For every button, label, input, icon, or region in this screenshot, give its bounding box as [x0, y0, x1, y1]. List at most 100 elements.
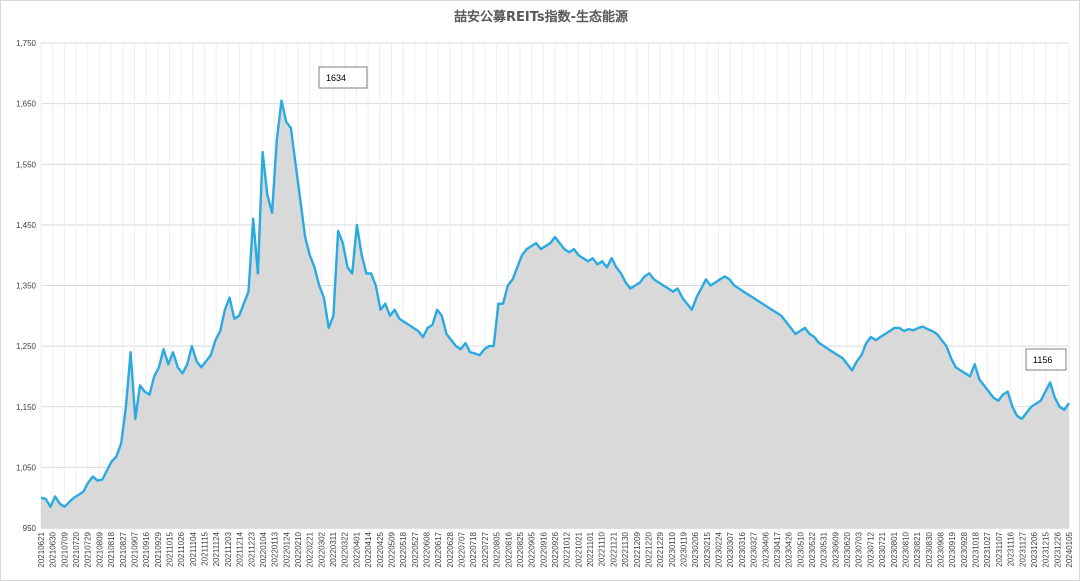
x-tick-label: 20231215 [1042, 531, 1051, 567]
x-tick-label: 20210907 [130, 531, 139, 567]
line-layer [40, 99, 1070, 508]
x-tick-label: 20230206 [691, 531, 700, 567]
x-tick-label: 20220707 [458, 531, 467, 567]
x-tick-label: 20211115 [201, 531, 210, 565]
x-tick-label: 20220628 [446, 531, 455, 567]
x-tick-label: 20230510 [796, 531, 805, 567]
x-tick-label: 20220905 [528, 531, 537, 567]
x-tick-label: 20230316 [738, 531, 747, 567]
y-tick-label: 1,750 [16, 39, 37, 48]
x-tick-label: 20210916 [142, 531, 151, 567]
x-tick-label: 20210709 [60, 531, 69, 567]
x-tick-label: 20221012 [563, 531, 572, 567]
x-tick-label: 20220805 [493, 531, 502, 567]
x-tick-label: 20231206 [1030, 531, 1039, 567]
x-tick-label: 20211223 [247, 531, 256, 567]
x-tick-label: 20231116 [1007, 531, 1016, 566]
x-tick-label: 20220210 [294, 531, 303, 567]
x-tick-label: 20230522 [808, 531, 817, 567]
x-tick-label: 20230110 [668, 531, 677, 567]
x-axis-ticks: 20210621 20210630 20210709 20210720 20210729… [37, 531, 1074, 567]
x-tick-label: 20211104 [189, 531, 198, 566]
area-layer [41, 100, 1069, 528]
x-tick-label: 20210809 [95, 531, 104, 567]
x-tick-label: 20220518 [399, 531, 408, 567]
x-tick-label: 20230620 [843, 531, 852, 567]
x-tick-label: 20231018 [972, 531, 981, 567]
x-tick-label: 20220425 [376, 531, 385, 567]
x-tick-label: 20230531 [820, 531, 829, 567]
x-tick-label: 20220825 [516, 531, 525, 567]
x-tick-label: 20220104 [259, 531, 268, 567]
y-tick-label: 1,150 [16, 403, 37, 412]
x-tick-label: 20211124 [212, 531, 221, 566]
x-tick-label: 20211015 [166, 531, 175, 567]
annotation-label: 1634 [326, 73, 346, 83]
x-tick-label: 20220916 [539, 531, 548, 567]
x-tick-label: 20230327 [750, 531, 759, 567]
x-tick-label: 20210827 [119, 531, 128, 567]
x-tick-label: 20230119 [680, 531, 689, 567]
x-tick-label: 20221101 [586, 531, 595, 567]
x-tick-label: 20210621 [37, 531, 46, 567]
x-tick-label: 20230928 [960, 531, 969, 567]
x-tick-label: 20221220 [644, 531, 653, 567]
x-tick-label: 20230801 [890, 531, 899, 567]
annotation-box [318, 66, 368, 89]
x-tick-label: 20230426 [785, 531, 794, 567]
y-tick-label: 950 [23, 524, 37, 533]
x-tick-label: 20230417 [773, 531, 782, 567]
x-tick-label: 20220322 [341, 531, 350, 567]
x-tick-label: 20220926 [551, 531, 560, 567]
x-tick-label: 20220113 [271, 531, 280, 567]
x-tick-label: 20221121 [609, 531, 618, 567]
x-tick-label: 20230908 [937, 531, 946, 567]
x-tick-label: 20230703 [855, 531, 864, 567]
x-tick-label: 20230406 [761, 531, 770, 567]
x-tick-label: 20231127 [1018, 531, 1027, 567]
annotation-label: 1156 [1033, 355, 1052, 365]
annotation-box [1025, 348, 1067, 371]
y-tick-label: 1,650 [16, 100, 37, 109]
x-tick-label: 20230821 [913, 531, 922, 567]
y-tick-label: 1,550 [16, 160, 37, 169]
y-tick-label: 1,450 [16, 221, 37, 230]
x-tick-label: 20230721 [878, 531, 887, 567]
callout-layer: 1634 1156 [318, 66, 1067, 371]
x-tick-label: 20221229 [656, 531, 665, 567]
x-tick-label: 20231027 [983, 531, 992, 567]
x-tick-label: 20221130 [621, 531, 630, 567]
x-tick-label: 20220311 [329, 531, 338, 567]
x-tick-label: 20220718 [469, 531, 478, 567]
x-tick-label: 20230307 [726, 531, 735, 567]
x-tick-label: 20220221 [306, 531, 315, 567]
y-axis-ticks: 950 1,050 1,150 1,250 1,350 1,450 1,550 1,650 1,… [16, 39, 37, 533]
x-tick-label: 20220727 [481, 531, 490, 567]
x-tick-label: 20230224 [715, 531, 724, 567]
x-tick-label: 20220414 [364, 531, 373, 567]
x-tick-label: 20220608 [423, 531, 432, 567]
chart-title: 喆安公募REITs指数-生态能源 [454, 9, 628, 25]
x-tick-label: 20211203 [224, 531, 233, 567]
x-tick-label: 20221209 [633, 531, 642, 567]
x-tick-label: 20231107 [995, 531, 1004, 567]
x-tick-label: 20220124 [282, 531, 291, 567]
y-tick-label: 1,250 [16, 342, 37, 351]
x-tick-label: 20220527 [411, 531, 420, 567]
x-tick-label: 20230215 [703, 531, 712, 567]
x-tick-label: 20220617 [434, 531, 443, 567]
x-tick-label: 20230810 [901, 531, 910, 567]
x-tick-label: 20220401 [352, 531, 361, 567]
x-tick-label: 20211214 [236, 531, 245, 567]
x-tick-label: 20220302 [317, 531, 326, 567]
x-tick-label: 20211026 [177, 531, 186, 567]
x-tick-label: 20210929 [154, 531, 163, 567]
y-tick-label: 1,050 [16, 463, 37, 472]
series-line [40, 99, 1070, 508]
series-area [41, 100, 1069, 528]
x-tick-label: 20221021 [574, 531, 583, 567]
x-tick-label: 20240105 [1065, 531, 1074, 567]
x-tick-label: 20220816 [504, 531, 513, 567]
